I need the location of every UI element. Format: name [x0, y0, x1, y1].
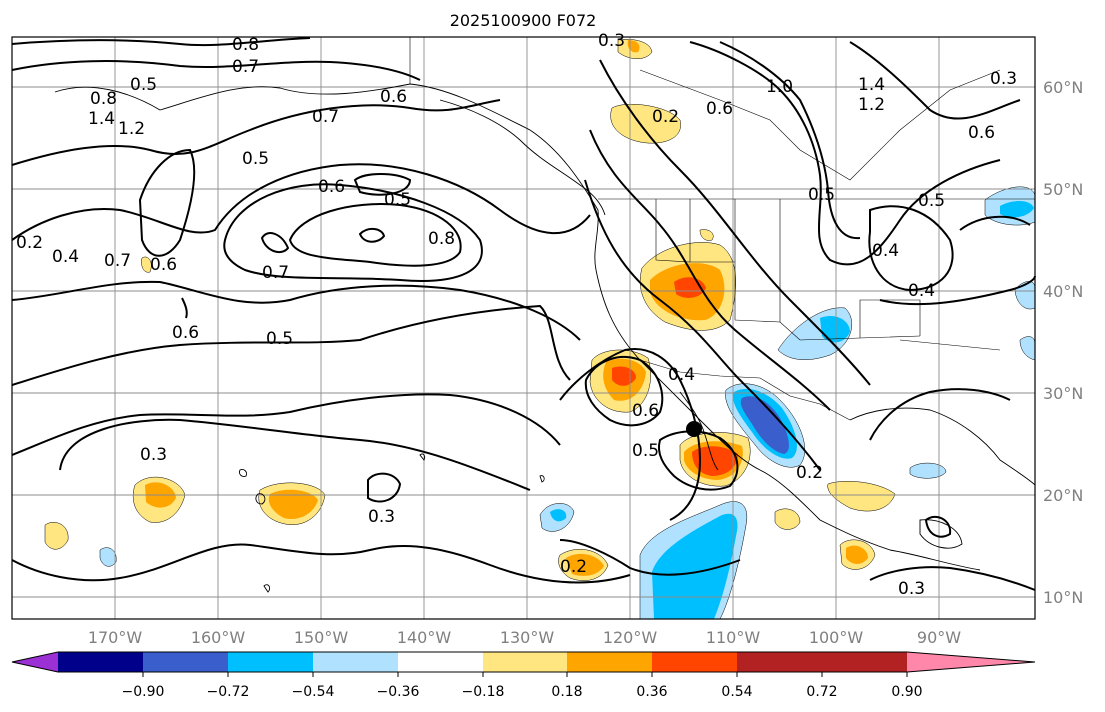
longitude-ticks: 170°W 160°W 150°W 140°W 130°W 120°W 110°…: [88, 628, 961, 647]
map-frame: [11, 36, 1036, 620]
svg-text:1.4: 1.4: [858, 75, 885, 95]
svg-text:0.5: 0.5: [242, 149, 269, 169]
svg-text:0.3: 0.3: [368, 507, 395, 527]
svg-text:0.6: 0.6: [968, 123, 995, 143]
colorbar-label: 0.90: [891, 684, 922, 700]
svg-text:0.2: 0.2: [652, 107, 679, 127]
svg-text:0.8: 0.8: [428, 229, 455, 249]
graticule: [12, 37, 1035, 619]
coastlines: [54, 83, 1036, 593]
colorbar-segment: [398, 652, 483, 672]
colorbar-label: −0.54: [292, 684, 335, 700]
svg-text:0.5: 0.5: [808, 185, 835, 205]
colorbar-label: 0.36: [636, 684, 667, 700]
latitude-ticks: 60°N 50°N 40°N 30°N 20°N 10°N: [1043, 78, 1083, 607]
lat-tick: 50°N: [1043, 180, 1083, 199]
svg-text:0.6: 0.6: [172, 323, 199, 343]
colorbar-ticks: [142, 672, 908, 677]
svg-text:0.2: 0.2: [560, 557, 587, 577]
colorbar: −0.90 −0.72 −0.54 −0.36 −0.18 0.18 0.36 …: [11, 651, 1036, 700]
colorbar-segment: [58, 652, 143, 672]
lon-tick: 140°W: [397, 628, 452, 647]
svg-text:0.7: 0.7: [262, 263, 289, 283]
lat-tick: 10°N: [1043, 588, 1083, 607]
colorbar-max-extension: [907, 652, 1035, 672]
svg-text:0.8: 0.8: [232, 35, 259, 55]
lon-tick: 160°W: [191, 628, 246, 647]
colorbar-segment: [143, 652, 228, 672]
svg-text:0.6: 0.6: [632, 401, 659, 421]
storm-center-marker: [686, 421, 702, 437]
colorbar-segment: [313, 652, 398, 672]
svg-text:0.7: 0.7: [312, 107, 339, 127]
lon-tick: 100°W: [809, 628, 864, 647]
svg-text:1.4: 1.4: [88, 109, 115, 129]
lat-tick: 40°N: [1043, 282, 1083, 301]
lat-tick: 60°N: [1043, 78, 1083, 97]
svg-text:0.6: 0.6: [150, 255, 177, 275]
colorbar-label: −0.90: [122, 684, 165, 700]
svg-text:0.5: 0.5: [918, 191, 945, 211]
svg-text:0.6: 0.6: [318, 177, 345, 197]
colorbar-segment: [228, 652, 313, 672]
svg-text:0.7: 0.7: [104, 251, 131, 271]
lon-tick: 90°W: [917, 628, 961, 647]
svg-text:0.5: 0.5: [384, 190, 411, 210]
svg-text:0.7: 0.7: [232, 57, 259, 77]
colorbar-label: −0.72: [207, 684, 250, 700]
svg-text:0.2: 0.2: [16, 233, 43, 253]
colorbar-labels: −0.90 −0.72 −0.54 −0.36 −0.18 0.18 0.36 …: [122, 684, 923, 700]
svg-text:0.5: 0.5: [632, 441, 659, 461]
colorbar-segment: [822, 652, 907, 672]
lon-tick: 110°W: [706, 628, 761, 647]
svg-text:0.4: 0.4: [52, 247, 79, 267]
svg-text:0.8: 0.8: [90, 89, 117, 109]
colorbar-min-extension: [12, 652, 58, 672]
svg-text:0.5: 0.5: [266, 329, 293, 349]
lon-tick: 130°W: [500, 628, 555, 647]
svg-text:0.6: 0.6: [706, 99, 733, 119]
colorbar-segment: [567, 652, 652, 672]
svg-text:1.2: 1.2: [118, 119, 145, 139]
figure-title: 2025100900 F072: [450, 11, 597, 30]
lon-tick: 150°W: [294, 628, 349, 647]
svg-text:0.3: 0.3: [898, 579, 925, 599]
svg-text:0.3: 0.3: [140, 445, 167, 465]
svg-text:0.4: 0.4: [872, 241, 899, 261]
svg-text:0.2: 0.2: [796, 463, 823, 483]
contour-labels: 0.8 0.7 0.5 0.8 1.4 1.2 0.7 0.6 0.5 0.6 …: [16, 31, 1017, 599]
lon-tick: 170°W: [88, 628, 143, 647]
colorbar-segment: [737, 652, 822, 672]
svg-text:0.5: 0.5: [130, 75, 157, 95]
svg-text:0.6: 0.6: [380, 87, 407, 107]
lon-tick: 120°W: [603, 628, 658, 647]
svg-text:0.3: 0.3: [990, 69, 1017, 89]
svg-text:0.4: 0.4: [668, 365, 695, 385]
colorbar-label: 0.72: [806, 684, 837, 700]
colorbar-label: −0.18: [462, 684, 505, 700]
colorbar-segment: [652, 652, 737, 672]
svg-text:1.0: 1.0: [766, 77, 793, 97]
colorbar-label: 0.54: [721, 684, 752, 700]
colorbar-label: −0.36: [377, 684, 420, 700]
borders: [409, 37, 1035, 421]
map-panel: 0.8 0.7 0.5 0.8 1.4 1.2 0.7 0.6 0.5 0.6 …: [11, 31, 1036, 620]
colorbar-segment: [483, 652, 567, 672]
svg-text:1.2: 1.2: [858, 95, 885, 115]
svg-text:0.4: 0.4: [908, 281, 935, 301]
lat-tick: 20°N: [1043, 486, 1083, 505]
lat-tick: 30°N: [1043, 384, 1083, 403]
svg-text:0.3: 0.3: [598, 31, 625, 51]
colorbar-label: 0.18: [551, 684, 582, 700]
